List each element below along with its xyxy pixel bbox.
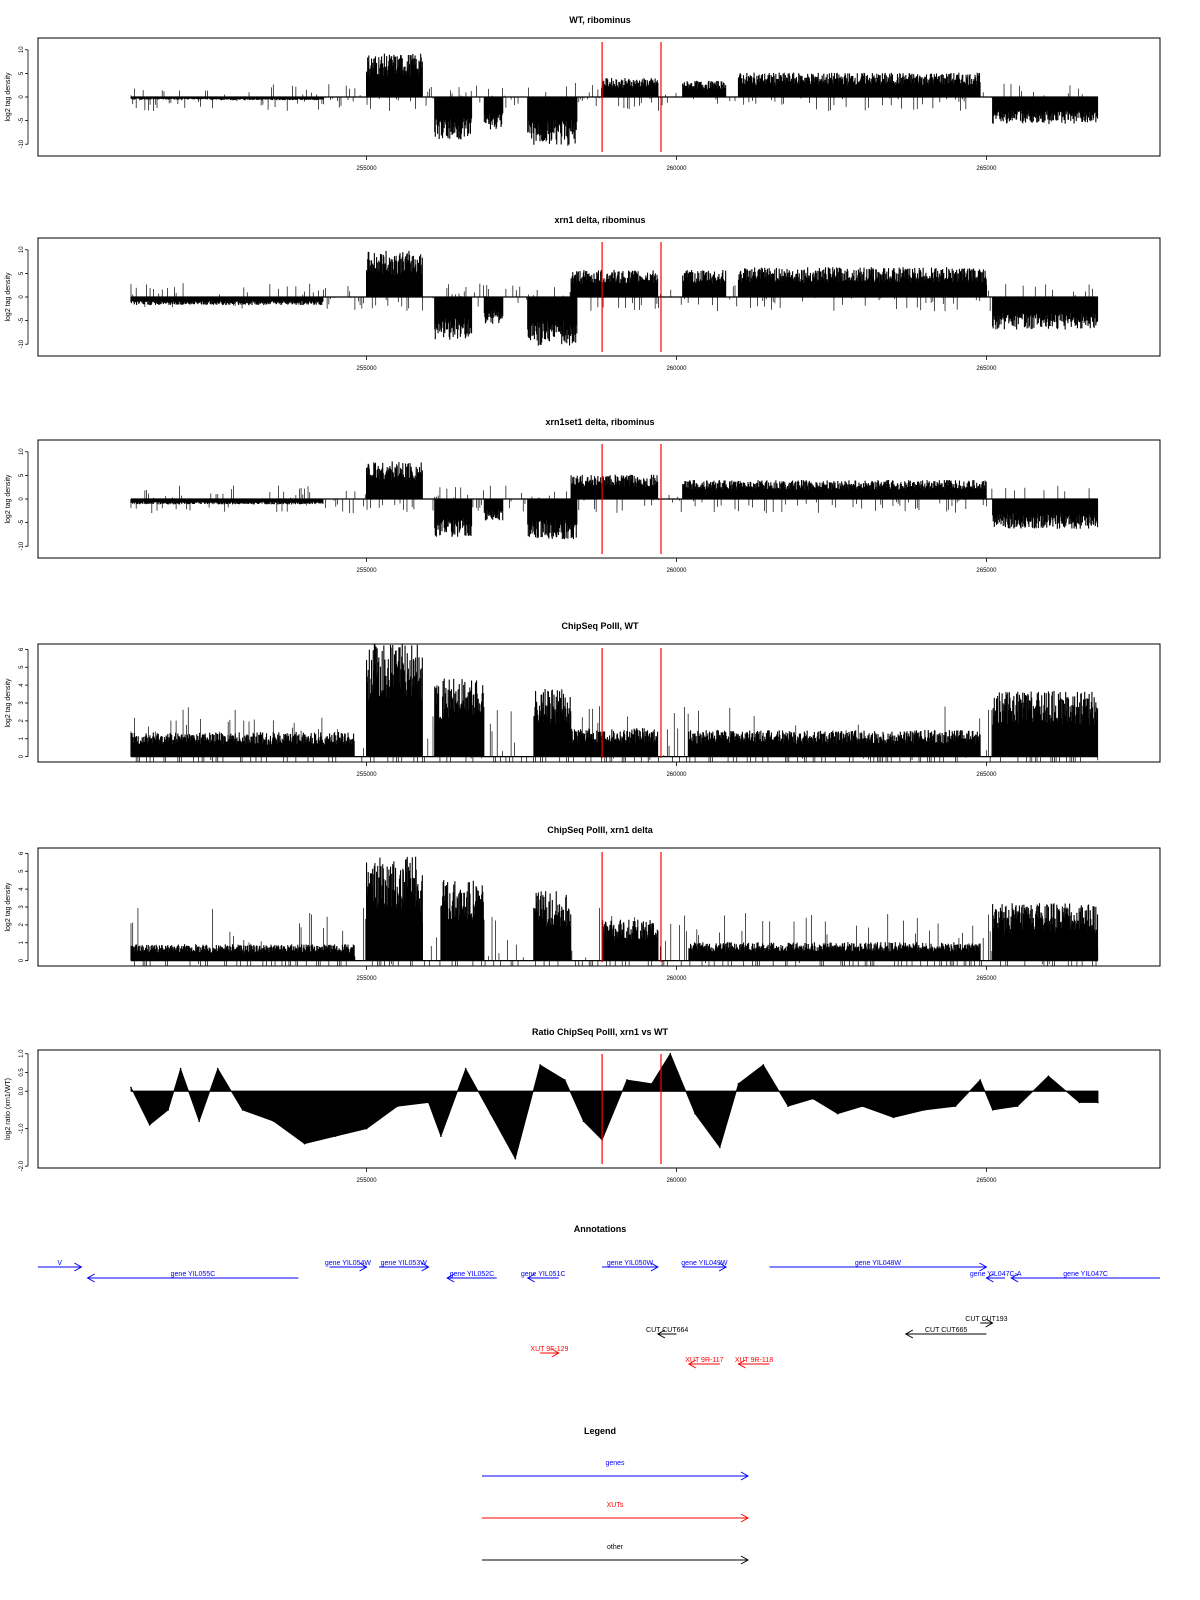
- panel-title: xrn1set1 delta, ribominus: [545, 417, 654, 427]
- signal-segment: [483, 297, 504, 324]
- panel-frame: [37, 237, 1161, 357]
- panel-title: WT, ribominus: [569, 15, 631, 25]
- y-axis-label: log2 tag density: [5, 474, 12, 524]
- y-tick-label: 0: [19, 295, 25, 299]
- y-axis-label: log2 tag density: [5, 72, 12, 122]
- signal-segment: [527, 97, 578, 146]
- x-tick-label: 260000: [666, 366, 687, 372]
- signal-segment: [737, 72, 981, 97]
- y-tick-label: 0: [19, 95, 25, 99]
- y-tick-label: -10: [19, 339, 25, 348]
- signal-segment: [130, 297, 324, 306]
- y-tick-label: -10: [19, 139, 25, 148]
- signal-segment: [570, 474, 659, 499]
- signal-segment: [483, 499, 504, 521]
- y-tick-label: -5: [19, 317, 25, 323]
- data-series: [130, 250, 1099, 346]
- signal-segment: [682, 269, 727, 297]
- signal-segment: [601, 78, 659, 97]
- signal-segment: [570, 269, 659, 297]
- data-series: [130, 53, 1099, 146]
- x-tick-label: 265000: [976, 166, 997, 172]
- signal-segment: [434, 297, 473, 340]
- y-tick-label: 10: [19, 46, 25, 53]
- y-axis-label: log2 tag density: [5, 272, 12, 322]
- signal-segment: [737, 267, 987, 297]
- signal-segment: [434, 97, 473, 140]
- y-tick-label: 0: [19, 497, 25, 501]
- data-series: [130, 461, 1099, 540]
- y-tick-label: -10: [19, 541, 25, 550]
- chart-panel: xrn1 delta, ribominus 10 5 0 -5 -10 log2 tag d…: [5, 215, 1161, 372]
- signal-segment: [365, 250, 423, 297]
- x-tick-label: 260000: [666, 568, 687, 574]
- y-tick-label: 10: [19, 448, 25, 455]
- signal-segment: [365, 461, 423, 499]
- x-tick-label: 265000: [976, 366, 997, 372]
- y-tick-label: 5: [19, 473, 25, 477]
- panel-frame: [37, 37, 1161, 157]
- x-tick-label: 265000: [976, 568, 997, 574]
- signal-segment: [130, 499, 324, 505]
- signal-segment: [527, 499, 578, 540]
- y-tick-label: 10: [19, 246, 25, 253]
- x-tick-label: 260000: [666, 166, 687, 172]
- signal-segment: [434, 499, 473, 537]
- x-tick-label: 255000: [357, 366, 378, 372]
- x-tick-label: 255000: [357, 568, 378, 574]
- y-tick-label: -5: [19, 117, 25, 123]
- signal-segment: [682, 480, 987, 499]
- signal-segment: [527, 297, 578, 346]
- signal-segment: [682, 80, 727, 97]
- y-tick-label: -5: [19, 519, 25, 525]
- panel-title: xrn1 delta, ribominus: [554, 215, 645, 225]
- signal-segment: [992, 97, 1099, 125]
- y-tick-label: 5: [19, 71, 25, 75]
- chart-panel: WT, ribominus 10 5 0 -5 -10 log2 tag density 25…: [5, 15, 1161, 172]
- x-tick-label: 255000: [357, 166, 378, 172]
- y-tick-label: 5: [19, 271, 25, 275]
- signal-segment: [483, 97, 504, 130]
- chart-panel: xrn1set1 delta, ribominus 10 5 0 -5 -10 log2 t…: [5, 417, 1161, 574]
- signal-segment: [365, 53, 423, 97]
- panel-frame: [37, 439, 1161, 559]
- signal-segment: [992, 297, 1099, 330]
